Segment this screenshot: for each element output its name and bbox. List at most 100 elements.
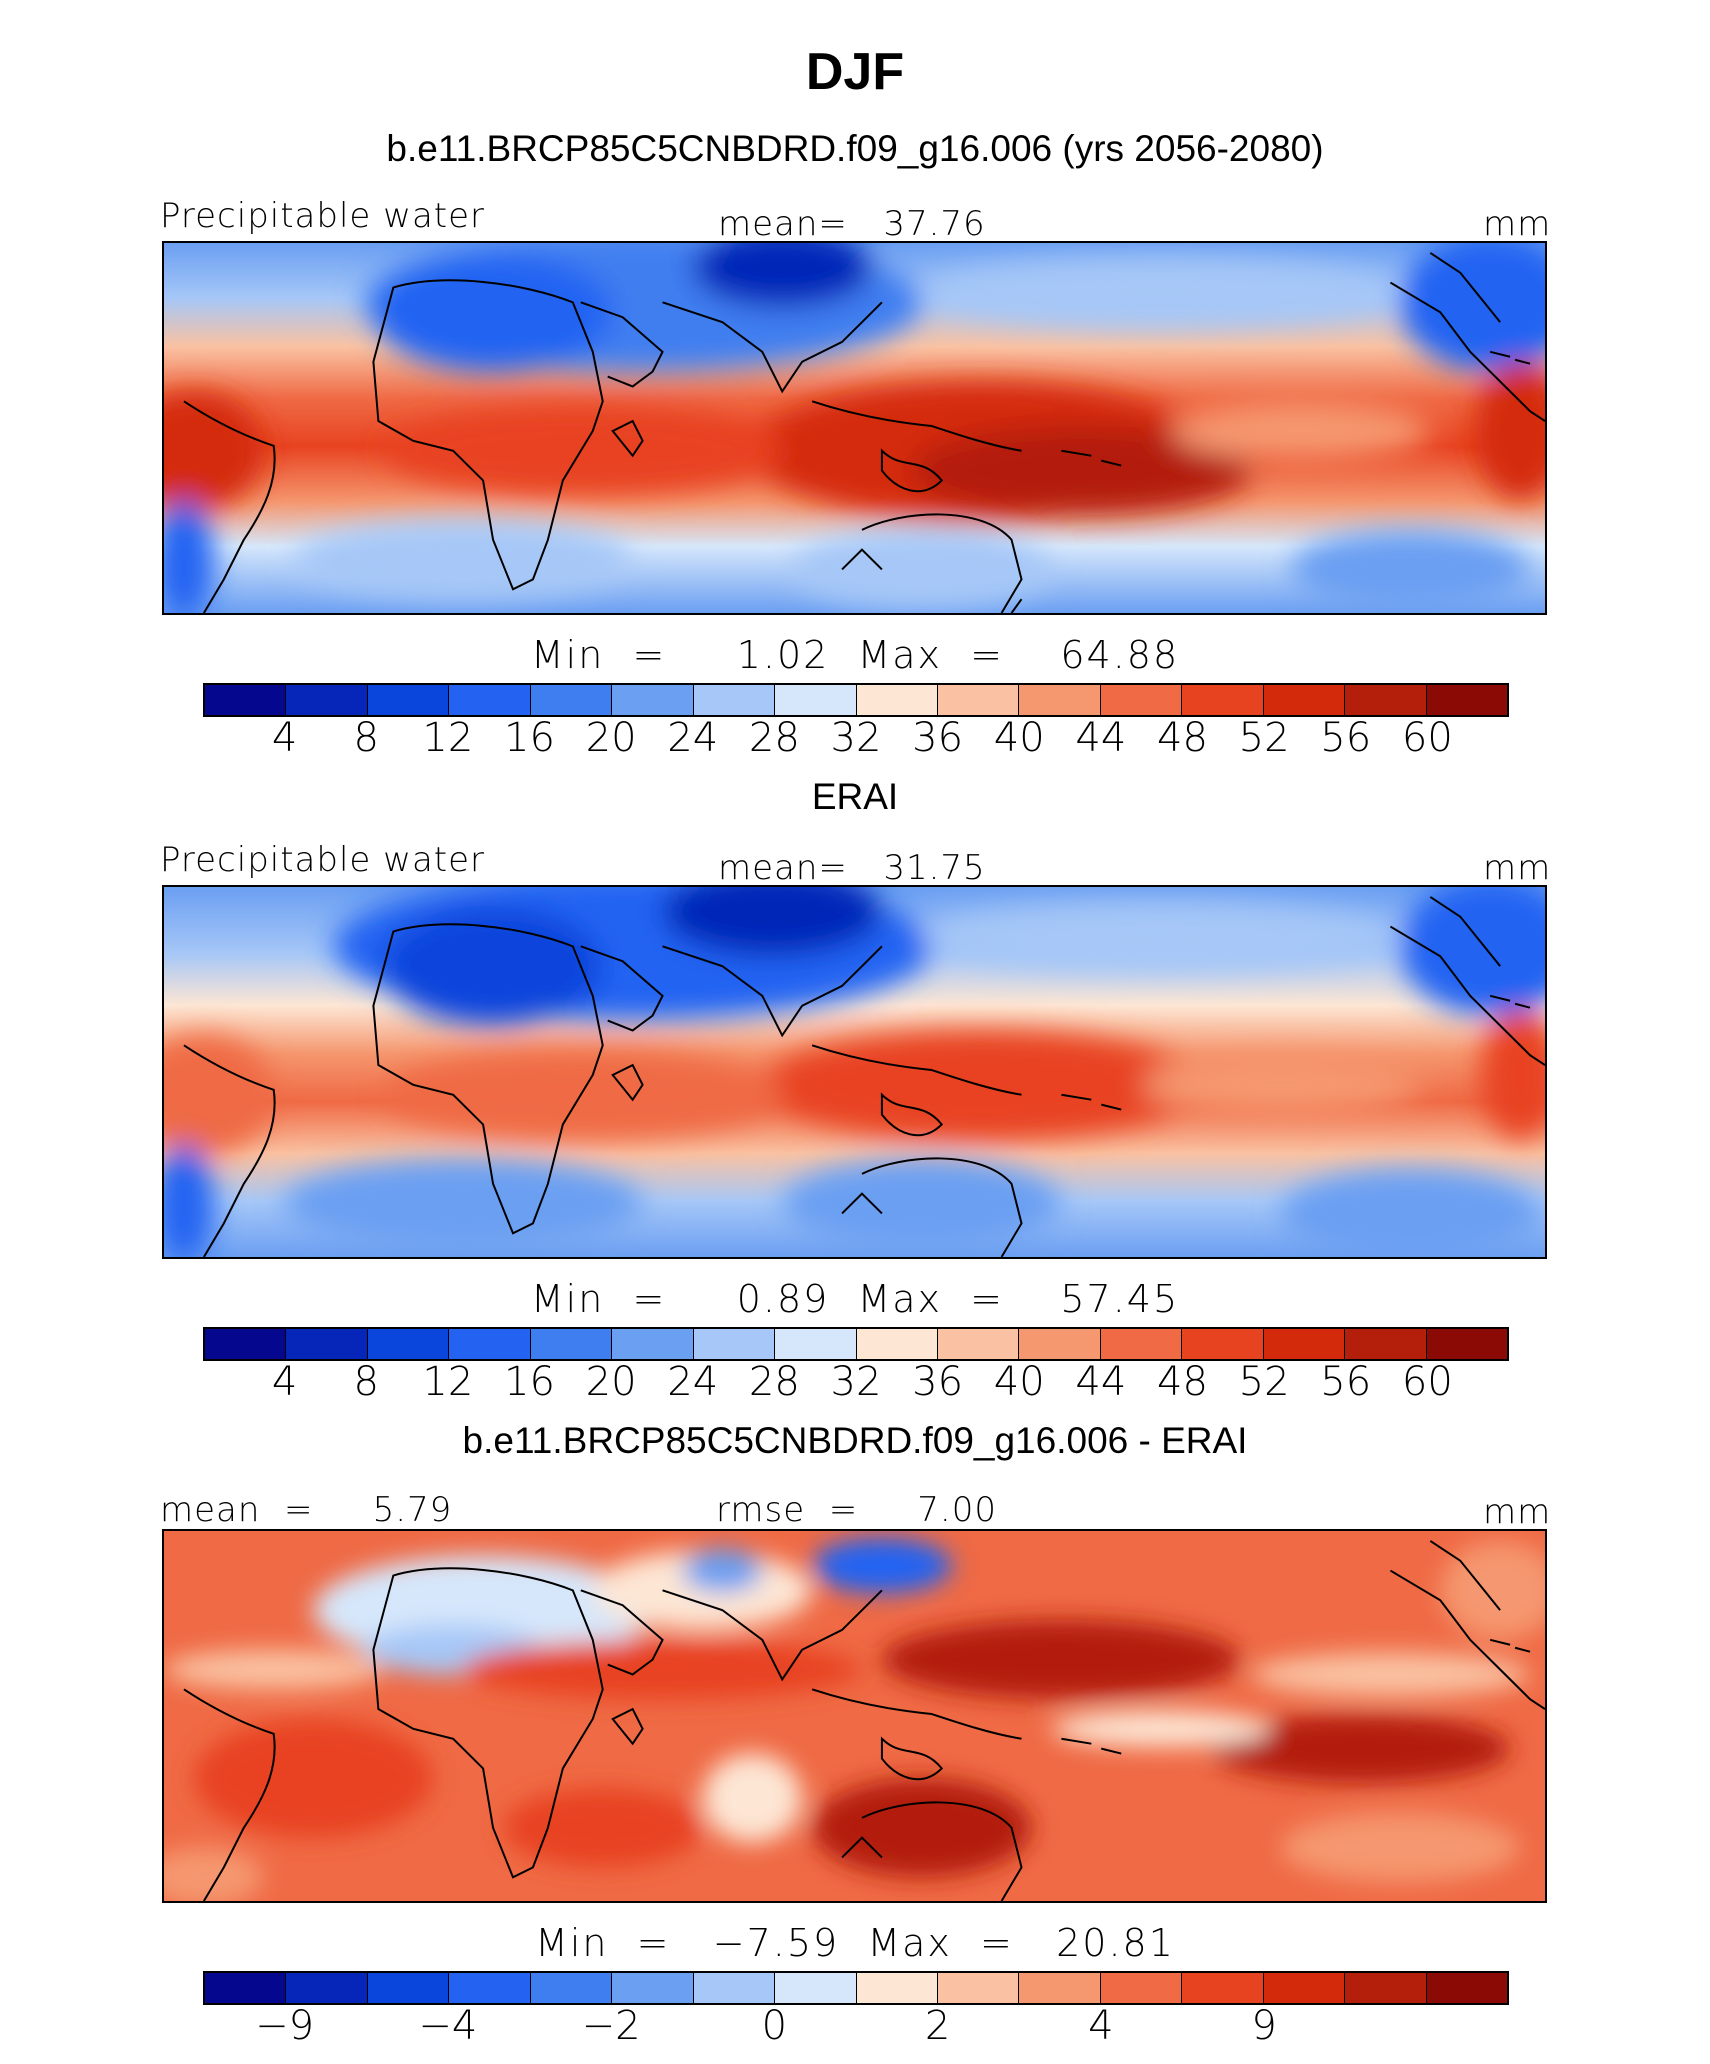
colorbar-tick-label: 32 (830, 715, 882, 761)
panel3-colorbar-ticks: −9 −4 −2 0 2 4 9 (203, 2003, 1509, 2049)
colorbar-swatch (205, 1973, 287, 2003)
colorbar-tick-label: 20 (585, 715, 637, 761)
colorbar-tick-label: 8 (353, 715, 379, 761)
colorbar-tick-label: 60 (1401, 1359, 1453, 1405)
panel3-units-label: mm (1483, 1492, 1552, 1532)
panel1-colorbar-ticks: 4 8 12 16 20 24 28 32 36 40 44 48 52 56 60 (203, 715, 1509, 761)
colorbar-tick-label: −9 (255, 2003, 315, 2049)
colorbar-swatch (1426, 1329, 1507, 1359)
colorbar-swatch (856, 685, 938, 715)
colorbar-swatch (775, 1973, 857, 2003)
colorbar-swatch (775, 685, 857, 715)
colorbar-swatch (1426, 685, 1507, 715)
colorbar-swatch (449, 1973, 531, 2003)
colorbar-swatch (367, 1329, 450, 1359)
colorbar-swatch (1019, 1973, 1101, 2003)
panel1-minmax: Min = 1.02 Max = 64.88 (530, 633, 1180, 677)
colorbar-tick-label: 40 (993, 1359, 1045, 1405)
colorbar-tick-label: 24 (667, 1359, 719, 1405)
colorbar-tick-label: 32 (830, 1359, 882, 1405)
panel3-minmax: Min = −7.59 Max = 20.81 (535, 1921, 1175, 1965)
panel1-mean-label: mean= 37.76 (718, 204, 986, 244)
colorbar-swatch (1182, 1973, 1264, 2003)
colorbar-swatch (693, 685, 776, 715)
colorbar-swatch (856, 1973, 938, 2003)
colorbar-tick-label: 4 (271, 1359, 298, 1405)
colorbar-tick-label: 28 (748, 1359, 800, 1405)
panel2-mean-label: mean= 31.75 (718, 848, 986, 888)
colorbar-swatch (367, 685, 450, 715)
colorbar-swatch (1345, 1973, 1427, 2003)
panel2-minmax: Min = 0.89 Max = 57.45 (530, 1277, 1180, 1321)
colorbar-swatch (1100, 685, 1183, 715)
colorbar-tick-label: 44 (1075, 715, 1127, 761)
colorbar-tick-label: 8 (353, 1359, 379, 1405)
panel3-colorbar (203, 1971, 1509, 2005)
colorbar-swatch (286, 1973, 368, 2003)
panel2-colorbar-ticks: 4 8 12 16 20 24 28 32 36 40 44 48 52 56 60 (203, 1359, 1509, 1405)
colorbar-swatch (286, 685, 368, 715)
colorbar-tick-label: 56 (1320, 1359, 1372, 1405)
colorbar-swatch (1019, 685, 1101, 715)
colorbar-swatch (1182, 1329, 1264, 1359)
colorbar-tick-label: 2 (924, 2003, 951, 2049)
colorbar-swatch (530, 685, 613, 715)
colorbar-swatch (612, 1329, 694, 1359)
figure-title: DJF (805, 43, 905, 101)
colorbar-swatch (856, 1329, 938, 1359)
colorbar-tick-label: 12 (422, 715, 474, 761)
colorbar-swatch (937, 1973, 1020, 2003)
colorbar-tick-label: 52 (1238, 1359, 1290, 1405)
colorbar-swatch (1019, 1329, 1101, 1359)
colorbar-swatch (693, 1973, 776, 2003)
colorbar-swatch (1426, 1973, 1507, 2003)
colorbar-tick-label: 60 (1401, 715, 1453, 761)
colorbar-tick-label: 24 (667, 715, 719, 761)
colorbar-swatch (205, 1329, 287, 1359)
colorbar-swatch (775, 1329, 857, 1359)
colorbar-swatch (1263, 1329, 1346, 1359)
colorbar-tick-label: −4 (418, 2003, 478, 2049)
colorbar-swatch (286, 1329, 368, 1359)
colorbar-swatch (449, 1329, 531, 1359)
panel3-map (162, 1529, 1547, 1903)
colorbar-swatch (1100, 1329, 1183, 1359)
colorbar-tick-label: 48 (1157, 715, 1208, 761)
panel2-variable-label: Precipitable water (160, 840, 486, 880)
colorbar-swatch (612, 1973, 694, 2003)
colorbar-swatch (1345, 1329, 1427, 1359)
colorbar-tick-label: 9 (1251, 2003, 1277, 2049)
panel2-colorbar (203, 1327, 1509, 1361)
colorbar-tick-label: 28 (748, 715, 800, 761)
colorbar-tick-label: 16 (504, 1359, 555, 1405)
colorbar-swatch (530, 1329, 613, 1359)
colorbar-swatch (205, 685, 287, 715)
colorbar-tick-label: 40 (993, 715, 1045, 761)
panel3-rmse-label: rmse = 7.00 (716, 1490, 997, 1530)
colorbar-tick-label: 12 (422, 1359, 474, 1405)
panel1-units-label: mm (1483, 204, 1552, 244)
colorbar-tick-label: 0 (761, 2003, 788, 2049)
colorbar-tick-label: 36 (912, 715, 964, 761)
colorbar-swatch (693, 1329, 776, 1359)
colorbar-swatch (937, 1329, 1020, 1359)
colorbar-tick-label: 4 (271, 715, 298, 761)
panel1-subtitle: b.e11.BRCP85C5CNBDRD.f09_g16.006 (yrs 20… (386, 128, 1324, 169)
colorbar-swatch (1263, 685, 1346, 715)
panel2-units-label: mm (1483, 848, 1552, 888)
colorbar-swatch (1263, 1973, 1346, 2003)
colorbar-swatch (1100, 1973, 1183, 2003)
colorbar-swatch (937, 685, 1020, 715)
colorbar-swatch (1182, 685, 1264, 715)
colorbar-tick-label: 56 (1320, 715, 1372, 761)
colorbar-swatch (612, 685, 694, 715)
colorbar-tick-label: −2 (581, 2003, 641, 2049)
colorbar-tick-label: 16 (504, 715, 555, 761)
panel2-subtitle: ERAI (811, 776, 899, 817)
colorbar-tick-label: 44 (1075, 1359, 1127, 1405)
panel1-colorbar (203, 683, 1509, 717)
colorbar-swatch (530, 1973, 613, 2003)
colorbar-tick-label: 52 (1238, 715, 1290, 761)
panel1-variable-label: Precipitable water (160, 196, 486, 236)
colorbar-tick-label: 4 (1088, 2003, 1114, 2049)
